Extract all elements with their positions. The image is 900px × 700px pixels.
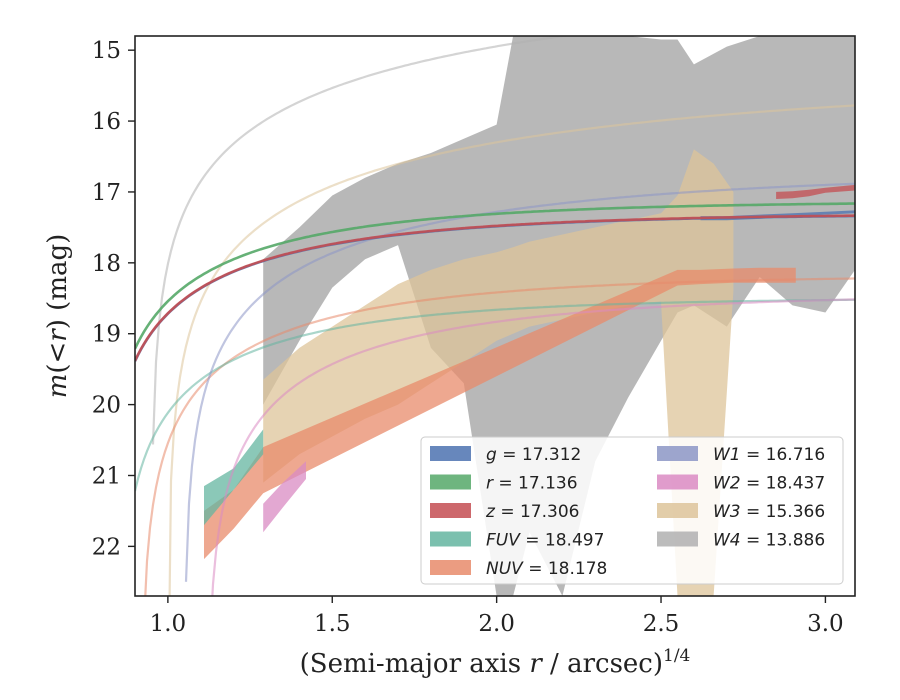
x-axis-ticks: 1.0 1.5 2.0 2.5 3.0	[150, 596, 844, 637]
y-tick-label: 21	[92, 463, 121, 489]
legend-entry-nuv: NUV = 18.178	[430, 559, 607, 579]
legend-label: z = 17.306	[485, 502, 579, 522]
legend-swatch	[430, 531, 471, 547]
legend-label: W3 = 15.366	[713, 502, 825, 522]
legend-entry-z: z = 17.306	[430, 502, 579, 522]
legend-swatch	[430, 446, 471, 461]
band-fuv	[204, 429, 264, 526]
y-axis-ticks: 15 16 17 18 19 20 21 22	[92, 38, 135, 560]
legend-label: W4 = 13.886	[713, 531, 825, 551]
legend-swatch	[657, 474, 698, 490]
y-tick-label: 20	[92, 393, 121, 419]
fit-curve-fuv	[135, 298, 855, 492]
x-axis-label: (Semi-major axis r / arcsec)1/4	[300, 646, 691, 679]
x-axis-label-exponent: 1/4	[663, 646, 690, 666]
legend-label: W1 = 16.716	[713, 445, 825, 465]
legend-swatch	[657, 503, 698, 518]
legend: g = 17.312 r = 17.136 z = 17.306 FUV = 18.4…	[420, 436, 844, 585]
y-tick-label: 15	[92, 38, 121, 64]
legend-swatch	[430, 503, 471, 518]
legend-swatch	[430, 560, 471, 575]
fit-curve-z	[135, 214, 855, 362]
y-axis-label: m(<r) (mag)	[43, 234, 73, 399]
band-w3	[263, 149, 734, 596]
legend-swatch	[657, 531, 698, 547]
uncertainty-bands	[204, 36, 855, 596]
y-tick-label: 17	[92, 180, 121, 206]
fit-curve-w3	[168, 104, 855, 596]
legend-label: NUV = 18.178	[486, 559, 607, 579]
y-tick-label: 16	[92, 109, 121, 135]
fit-curve-r	[135, 202, 855, 350]
fit-curve-nuv	[144, 277, 855, 596]
y-tick-label: 19	[92, 322, 121, 348]
legend-entry-w4: W4 = 13.886	[657, 531, 825, 551]
legend-entry-r: r = 17.136	[430, 474, 578, 494]
legend-entry-fuv: FUV = 18.497	[430, 531, 604, 551]
legend-entry-w2: W2 = 18.437	[657, 474, 825, 494]
x-tick-label: 2.5	[643, 611, 680, 637]
plot-frame	[134, 35, 856, 597]
legend-entry-w3: W3 = 15.366	[657, 502, 825, 522]
y-tick-label: 18	[92, 251, 121, 277]
fit-curve-w1	[184, 182, 855, 582]
legend-label: r = 17.136	[486, 474, 578, 494]
x-tick-label: 1.5	[314, 611, 351, 637]
band-z	[776, 184, 855, 199]
x-tick-label: 1.0	[150, 611, 187, 637]
x-tick-label: 2.0	[478, 611, 515, 637]
x-tick-label: 3.0	[807, 611, 844, 637]
legend-box	[420, 436, 844, 585]
fit-curve-w2	[211, 298, 855, 596]
y-tick-label: 22	[92, 534, 121, 560]
band-w2	[263, 461, 306, 533]
legend-label: FUV = 18.497	[486, 531, 604, 551]
legend-label: W2 = 18.437	[713, 474, 825, 494]
legend-label: g = 17.312	[486, 445, 581, 465]
legend-swatch	[430, 474, 471, 490]
fit-curve-w4	[151, 36, 572, 445]
legend-swatch	[657, 446, 698, 461]
legend-entry-w1: W1 = 16.716	[657, 445, 825, 465]
fit-curves	[135, 36, 855, 596]
legend-entry-g: g = 17.312	[430, 445, 581, 465]
